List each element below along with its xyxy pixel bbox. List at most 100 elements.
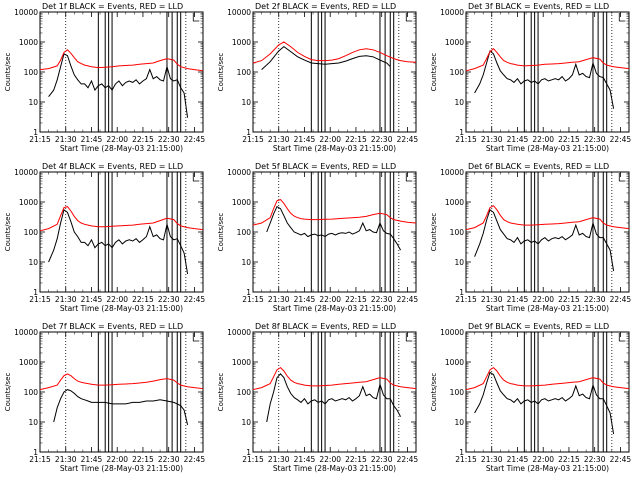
- bracket-marker: [405, 173, 413, 182]
- x-tick-label: 22:30: [371, 295, 393, 304]
- x-tick-label: 22:45: [610, 455, 632, 464]
- interval-box: [379, 11, 386, 133]
- interval-box: [523, 171, 532, 293]
- x-tick-label: 21:30: [55, 135, 77, 144]
- x-tick-label: 22:00: [532, 295, 554, 304]
- x-tick-label: 21:30: [55, 295, 77, 304]
- x-tick-label: 22:15: [345, 135, 367, 144]
- plot-frame: [39, 11, 204, 133]
- x-tick-label: 22:30: [371, 455, 393, 464]
- x-tick-label: 22:30: [158, 455, 180, 464]
- x-tick-label: 22:00: [106, 295, 128, 304]
- x-tick-label: 22:45: [610, 295, 632, 304]
- y-tick-label: 10: [454, 418, 464, 427]
- x-tick-label: 22:45: [184, 295, 206, 304]
- x-tick-label: 21:45: [294, 295, 316, 304]
- lld-series-line: [465, 205, 630, 231]
- x-tick-label: 22:15: [558, 135, 580, 144]
- interval-box: [310, 171, 319, 293]
- y-tick-label: 1: [33, 128, 38, 137]
- plot-frame: [465, 171, 630, 293]
- y-tick-label: 100: [24, 388, 39, 397]
- plot-frame: [252, 331, 417, 453]
- y-axis-label: Counts/sec: [430, 213, 438, 252]
- x-tick-label: 22:45: [610, 135, 632, 144]
- interval-box: [523, 11, 532, 133]
- x-axis-label: Start Time (28-May-03 21:15:00): [273, 144, 396, 153]
- y-tick-label: 1000: [445, 38, 464, 47]
- y-axis-label: Counts/sec: [430, 53, 438, 92]
- panel-title: Det 5f BLACK = Events, RED = LLD: [255, 162, 396, 171]
- interval-box: [523, 331, 532, 453]
- y-tick-label: 1: [246, 288, 251, 297]
- y-tick-label: 1000: [19, 358, 38, 367]
- bracket-marker: [192, 13, 200, 22]
- interval-box: [534, 171, 539, 293]
- events-series-line: [474, 50, 615, 109]
- y-tick-label: 10: [241, 98, 251, 107]
- interval-box: [321, 11, 326, 133]
- interval-box: [534, 331, 539, 453]
- x-tick-label: 22:45: [397, 135, 419, 144]
- y-tick-label: 1000: [232, 38, 251, 47]
- x-tick-label: 22:00: [106, 135, 128, 144]
- interval-box: [389, 11, 395, 133]
- y-tick-label: 10000: [227, 328, 251, 337]
- events-series-line: [474, 371, 615, 434]
- y-tick-label: 10: [28, 98, 38, 107]
- x-tick-label: 21:15: [29, 295, 51, 304]
- y-tick-label: 100: [450, 228, 465, 237]
- bracket-marker: [192, 173, 200, 182]
- x-tick-label: 21:30: [55, 455, 77, 464]
- y-tick-label: 10000: [14, 8, 38, 17]
- detector-panel-4: Det 4f BLACK = Events, RED = LLD 1 10 100 10…: [4, 162, 205, 313]
- x-tick-label: 21:30: [481, 295, 503, 304]
- interval-box: [592, 331, 599, 453]
- detector-panel-9: Det 9f BLACK = Events, RED = LLD 1 10 100 10…: [430, 322, 631, 473]
- x-axis-label: Start Time (28-May-03 21:15:00): [486, 464, 609, 473]
- y-tick-label: 10000: [440, 168, 464, 177]
- events-series-line: [266, 373, 402, 423]
- interval-box: [97, 11, 106, 133]
- y-axis-label: Counts/sec: [217, 373, 225, 412]
- y-tick-label: 10: [454, 258, 464, 267]
- x-tick-label: 22:45: [397, 295, 419, 304]
- x-tick-label: 22:00: [319, 295, 341, 304]
- interval-box: [176, 11, 182, 133]
- y-axis-label: Counts/sec: [4, 373, 12, 412]
- panel-title: Det 9f BLACK = Events, RED = LLD: [468, 322, 609, 331]
- x-tick-label: 22:00: [106, 455, 128, 464]
- interval-box: [166, 171, 173, 293]
- x-tick-label: 22:30: [158, 135, 180, 144]
- detector-panel-1: Det 1f BLACK = Events, RED = LLD 1 10 100 10…: [4, 2, 205, 153]
- x-tick-label: 21:30: [268, 135, 290, 144]
- plot-frame: [252, 11, 417, 133]
- y-tick-label: 100: [24, 228, 39, 237]
- events-series-line: [261, 45, 391, 70]
- y-tick-label: 1000: [445, 358, 464, 367]
- detector-panel-2: Det 2f BLACK = Events, RED = LLD 1 10 100 10…: [217, 2, 418, 153]
- detector-panel-6: Det 6f BLACK = Events, RED = LLD 1 10 100 10…: [430, 162, 631, 313]
- interval-box: [97, 331, 106, 453]
- y-tick-label: 10: [454, 98, 464, 107]
- x-tick-label: 22:30: [584, 135, 606, 144]
- y-tick-label: 1000: [232, 358, 251, 367]
- panel-title: Det 3f BLACK = Events, RED = LLD: [468, 2, 609, 11]
- y-tick-label: 1000: [19, 38, 38, 47]
- x-axis-label: Start Time (28-May-03 21:15:00): [273, 304, 396, 313]
- x-tick-label: 22:30: [584, 455, 606, 464]
- y-tick-label: 100: [237, 388, 252, 397]
- y-tick-label: 1000: [232, 198, 251, 207]
- events-series-line: [266, 205, 402, 251]
- detector-panel-5: Det 5f BLACK = Events, RED = LLD 1 10 100 10…: [217, 162, 418, 313]
- plot-frame: [465, 11, 630, 133]
- interval-box: [108, 171, 113, 293]
- y-tick-label: 1000: [19, 198, 38, 207]
- x-tick-label: 22:15: [345, 295, 367, 304]
- panel-title: Det 7f BLACK = Events, RED = LLD: [42, 322, 183, 331]
- x-tick-label: 21:15: [455, 295, 477, 304]
- y-tick-label: 100: [237, 228, 252, 237]
- x-tick-label: 22:30: [158, 295, 180, 304]
- y-tick-label: 10: [241, 258, 251, 267]
